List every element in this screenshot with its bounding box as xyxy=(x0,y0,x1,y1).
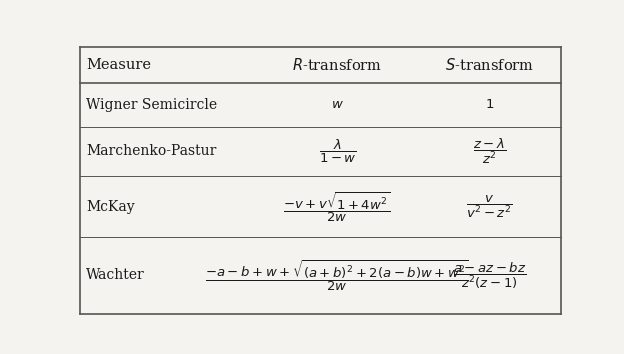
Text: Marchenko-Pastur: Marchenko-Pastur xyxy=(86,144,217,158)
Text: $w$: $w$ xyxy=(331,98,344,111)
Text: McKay: McKay xyxy=(86,200,135,214)
Text: $\dfrac{-v + v\sqrt{1 + 4w^2}}{2w}$: $\dfrac{-v + v\sqrt{1 + 4w^2}}{2w}$ xyxy=(283,190,391,224)
Text: $\dfrac{v}{v^2 - z^2}$: $\dfrac{v}{v^2 - z^2}$ xyxy=(467,194,513,220)
Text: $1$: $1$ xyxy=(485,98,494,111)
Text: $\dfrac{\lambda}{1 - w}$: $\dfrac{\lambda}{1 - w}$ xyxy=(319,138,356,165)
Text: $\dfrac{z - \lambda}{z^2}$: $\dfrac{z - \lambda}{z^2}$ xyxy=(473,137,506,166)
Text: $\dfrac{-a - b + w + \sqrt{(a+b)^2 + 2(a-b)w + w^2}}{2w}$: $\dfrac{-a - b + w + \sqrt{(a+b)^2 + 2(a… xyxy=(205,258,469,293)
Text: $\dfrac{a - az - bz}{z^2(z-1)}$: $\dfrac{a - az - bz}{z^2(z-1)}$ xyxy=(453,260,527,291)
Text: $\mathit{R}$-transform: $\mathit{R}$-transform xyxy=(292,57,383,73)
Text: $\mathit{S}$-transform: $\mathit{S}$-transform xyxy=(445,57,534,73)
Text: Wachter: Wachter xyxy=(86,268,145,282)
Text: Measure: Measure xyxy=(86,58,151,72)
Text: Wigner Semicircle: Wigner Semicircle xyxy=(86,98,217,112)
